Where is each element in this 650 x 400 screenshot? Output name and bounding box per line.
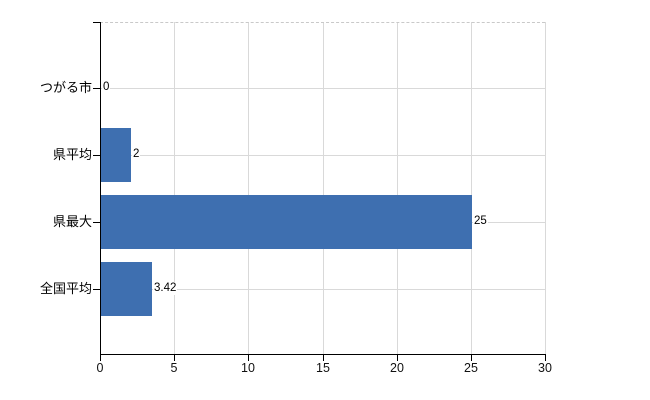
bar-value-label: 2 bbox=[132, 148, 141, 161]
x-axis-tick bbox=[174, 355, 175, 361]
x-axis-tick-label: 30 bbox=[538, 361, 552, 375]
x-axis-tick bbox=[545, 355, 546, 361]
x-axis-tick-label: 10 bbox=[241, 361, 255, 375]
y-axis-tick bbox=[93, 155, 100, 156]
y-axis-tick bbox=[93, 88, 100, 89]
x-axis-tick bbox=[248, 355, 249, 361]
y-axis-tick bbox=[93, 22, 100, 23]
x-axis-tick-label: 20 bbox=[390, 361, 404, 375]
x-axis-line bbox=[100, 354, 546, 355]
x-axis-tick-label: 25 bbox=[464, 361, 478, 375]
gridline-vertical bbox=[323, 22, 324, 354]
bar bbox=[101, 128, 131, 182]
x-axis-tick bbox=[397, 355, 398, 361]
gridline-horizontal bbox=[100, 88, 545, 89]
gridline-vertical bbox=[545, 22, 546, 354]
gridline-vertical bbox=[471, 22, 472, 354]
category-label: 県平均 bbox=[52, 147, 92, 162]
bar-value-label: 25 bbox=[473, 215, 488, 228]
x-axis-tick bbox=[100, 355, 101, 361]
gridline-vertical bbox=[397, 22, 398, 354]
bar-value-label: 0 bbox=[102, 81, 111, 94]
category-label: 県最大 bbox=[52, 214, 92, 229]
plot-area-top-border bbox=[100, 22, 545, 23]
x-axis-tick-label: 5 bbox=[170, 361, 178, 375]
category-label: つがる市 bbox=[39, 80, 92, 95]
x-axis-tick bbox=[323, 355, 324, 361]
gridline-horizontal bbox=[100, 289, 545, 290]
x-axis-tick-label: 0 bbox=[96, 361, 104, 375]
x-axis-tick-label: 15 bbox=[316, 361, 330, 375]
gridline-vertical bbox=[174, 22, 175, 354]
category-label: 全国平均 bbox=[39, 281, 92, 296]
x-axis-tick bbox=[471, 355, 472, 361]
bar bbox=[101, 195, 472, 249]
gridline-vertical bbox=[248, 22, 249, 354]
y-axis-line bbox=[100, 22, 101, 355]
bar-value-label: 3.42 bbox=[153, 282, 178, 295]
y-axis-tick bbox=[93, 222, 100, 223]
y-axis-tick bbox=[93, 289, 100, 290]
gridline-horizontal bbox=[100, 155, 545, 156]
bar bbox=[101, 262, 152, 316]
